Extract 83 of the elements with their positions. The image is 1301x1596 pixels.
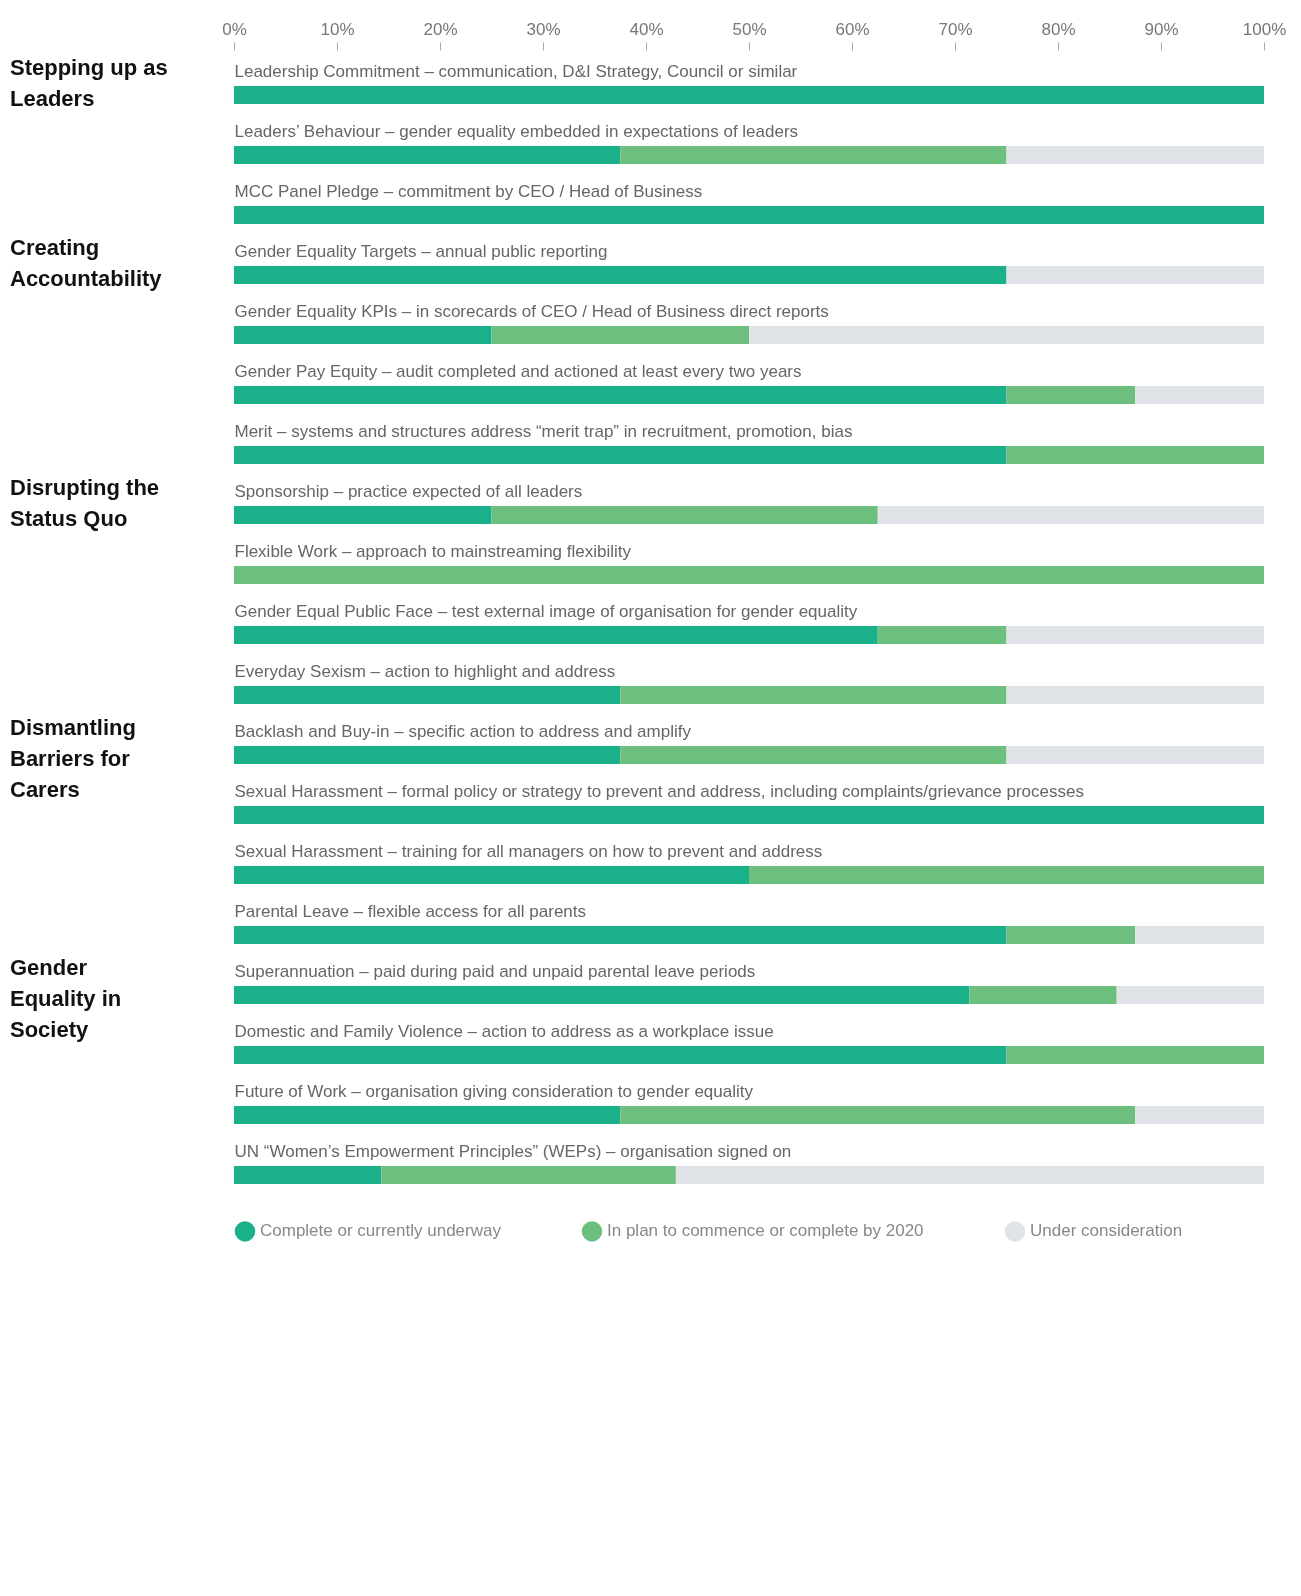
y-tick-label: Gender Pay Equity – audit completed and actioned at least every two years: [234, 362, 802, 381]
y-tick-label: Everyday Sexism – action to highlight and address: [234, 662, 616, 681]
y-tick-label: Merit – systems and structures address “merit trap” in recruitment, promotion, bias: [234, 422, 853, 441]
bar: [234, 1046, 1007, 1064]
bar: [877, 626, 1007, 644]
bar: [620, 746, 1007, 764]
bar: [877, 506, 1264, 524]
x-tick-label: 0%: [222, 19, 247, 39]
y-tick-label: Gender Equality Targets – annual public reporting: [234, 242, 608, 261]
text: Gender Equality in Society: [10, 955, 122, 1042]
bar: [1006, 146, 1264, 164]
bar: [1006, 626, 1264, 644]
bar: [234, 326, 492, 344]
y-tick-label: Parental Leave – flexible access for all parents: [234, 902, 587, 921]
y-tick-label: Backlash and Buy-in – specific action to address and amplify: [234, 722, 692, 741]
x-tick-label: 40%: [629, 19, 664, 39]
bar: [491, 326, 749, 344]
bar: [234, 986, 970, 1004]
text: Disrupting the Status Quo: [10, 475, 160, 531]
x-tick-label: 70%: [938, 19, 973, 39]
bar: [234, 1106, 621, 1124]
bar: [234, 686, 621, 704]
bar: [234, 926, 1007, 944]
x-tick-label: 100%: [1242, 19, 1287, 39]
bar: [234, 746, 621, 764]
bar: [749, 866, 1264, 884]
bar: [1116, 986, 1264, 1004]
y-tick-label: Future of Work – organisation giving consideration to gender equality: [234, 1082, 754, 1101]
bar: [1006, 266, 1264, 284]
bar: [1006, 686, 1264, 704]
bar: [234, 866, 749, 884]
y-tick-label: Sponsorship – practice expected of all leaders: [234, 482, 583, 501]
legend-label: In plan to commence or complete by 2020: [607, 1221, 924, 1241]
bar: [234, 446, 1007, 464]
x-tick-label: 30%: [526, 19, 561, 39]
bar: [1135, 386, 1264, 404]
bar: [675, 1166, 1264, 1184]
y-tick-label: MCC Panel Pledge – commitment by CEO / Head of Business: [234, 182, 703, 201]
y-tick-label: Gender Equality KPIs – in scorecards of CEO / Head of Business direct reports: [234, 302, 829, 321]
text: Creating Accountability: [10, 235, 163, 291]
y-tick-label: Gender Equal Public Face – test external image of organisation for gender equality: [234, 602, 858, 621]
y-tick-label: Leadership Commitment – communication, D&I Strategy, Council or similar: [234, 62, 798, 81]
bar: [234, 626, 878, 644]
y-tick-label: Flexible Work – approach to mainstreaming flexibility: [234, 542, 632, 561]
bar: [234, 86, 1264, 104]
x-tick-label: 10%: [320, 19, 355, 39]
bar: [381, 1166, 676, 1184]
bar: [749, 326, 1264, 344]
y-tick-label: Domestic and Family Violence – action to address as a workplace issue: [234, 1022, 774, 1041]
bar: [620, 1106, 1136, 1124]
bar: [234, 206, 1264, 224]
bar: [969, 986, 1117, 1004]
bar: [491, 506, 878, 524]
x-tick-label: 20%: [423, 19, 458, 39]
legend-label: Complete or currently underway: [260, 1221, 502, 1241]
bar: [234, 146, 621, 164]
y-tick-label: UN “Women’s Empowerment Principles” (WEPs) – organisation signed on: [234, 1142, 792, 1161]
text: Dismantling Barriers for Carers: [10, 715, 136, 802]
legend-label: Under consideration: [1030, 1221, 1183, 1241]
bar: [620, 146, 1007, 164]
bar: [1006, 446, 1264, 464]
y-tick-label: Superannuation – paid during paid and unpaid parental leave periods: [234, 962, 756, 981]
bar: [234, 806, 1264, 824]
bar: [1006, 1046, 1264, 1064]
x-tick-label: 90%: [1144, 19, 1179, 39]
bar: [234, 386, 1007, 404]
bar: [1006, 386, 1136, 404]
bar: [1006, 926, 1136, 944]
bar: [1006, 746, 1264, 764]
y-tick-label: Leaders’ Behaviour – gender equality embedded in expectations of leaders: [234, 122, 799, 141]
x-tick-label: 50%: [732, 19, 767, 39]
y-tick-label: Sexual Harassment – training for all managers on how to prevent and address: [234, 842, 823, 861]
x-tick-label: 80%: [1041, 19, 1076, 39]
x-tick-label: 60%: [835, 19, 870, 39]
bar: [234, 266, 1007, 284]
bar: [234, 506, 492, 524]
bar: [234, 1166, 382, 1184]
bar: [1135, 926, 1264, 944]
bar: [620, 686, 1007, 704]
y-tick-label: Sexual Harassment – formal policy or strategy to prevent and address, including complaints/grievance processes: [234, 782, 1084, 801]
bar: [234, 566, 1264, 584]
bar: [1135, 1106, 1264, 1124]
text: Stepping up as Leaders: [10, 55, 168, 111]
